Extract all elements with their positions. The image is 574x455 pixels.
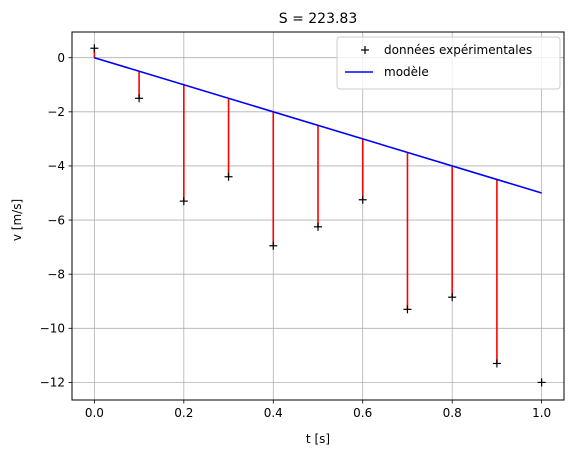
x-tick-label: 0.2 [174, 406, 193, 420]
x-axis-label: t [s] [306, 432, 330, 446]
data-point [269, 241, 278, 250]
x-tick-label: 1.0 [532, 406, 551, 420]
x-tick-label: 0.8 [443, 406, 462, 420]
legend-box [336, 36, 561, 90]
x-tick-label: 0.4 [264, 406, 283, 420]
legend-marker-data [361, 46, 369, 54]
plot-frame [71, 31, 565, 401]
data-point [537, 378, 546, 387]
y-tick-label: −8 [47, 267, 65, 281]
y-tick-label: −6 [47, 213, 65, 227]
data-point [358, 195, 367, 204]
model-line [94, 56, 542, 194]
data-point [224, 172, 233, 181]
x-tick-label: 0.0 [85, 406, 104, 420]
chart-title: S = 223.83 [279, 11, 358, 27]
data-point [448, 293, 457, 302]
data-point [403, 305, 412, 314]
x-axis-ticks: 0.0 0.2 0.4 0.6 0.8 1.0 [85, 400, 551, 420]
y-tick-label: −10 [40, 322, 65, 336]
y-tick-label: 0 [57, 51, 65, 65]
legend: données expérimentales modèle [336, 36, 561, 90]
residual-lines [93, 48, 498, 364]
y-tick-label: −2 [47, 105, 65, 119]
y-axis-ticks: 0 −2 −4 −6 −8 −10 −12 [40, 51, 72, 390]
y-tick-label: −12 [40, 376, 65, 390]
model-series [94, 56, 542, 194]
x-tick-label: 0.6 [353, 406, 372, 420]
legend-label-data: données expérimentales [384, 43, 532, 57]
data-point [179, 197, 188, 206]
y-axis-label: v [m/s] [10, 199, 24, 241]
data-point [492, 359, 501, 368]
data-point [90, 44, 99, 53]
data-point [314, 222, 322, 231]
data-point [135, 94, 144, 103]
legend-label-model: modèle [384, 65, 429, 79]
y-tick-label: −4 [47, 159, 65, 173]
data-points [90, 44, 546, 387]
